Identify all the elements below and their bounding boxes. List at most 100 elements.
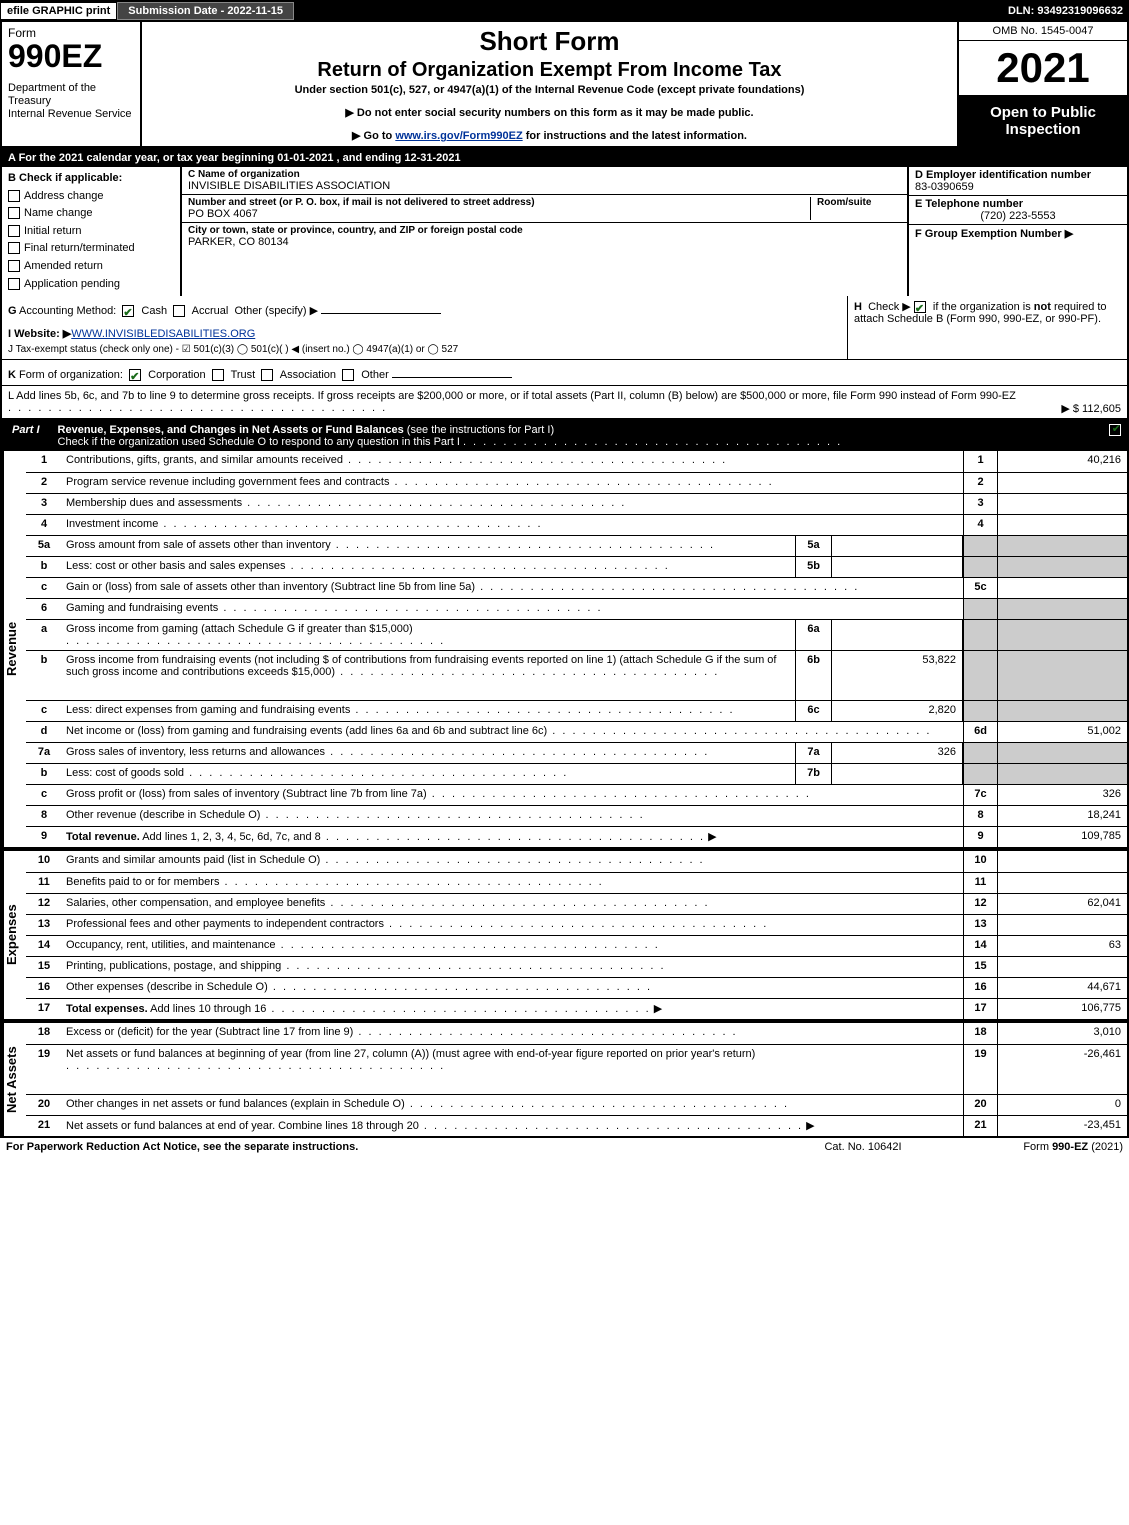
l-gross-receipts: L Add lines 5b, 6c, and 7b to line 9 to … bbox=[0, 385, 1129, 421]
chk-application-pending[interactable] bbox=[8, 278, 20, 290]
website-link[interactable]: WWW.INVISIBLEDISABILITIES.ORG bbox=[71, 328, 255, 340]
line-number: 10 bbox=[26, 851, 62, 872]
line-desc: Gross amount from sale of assets other t… bbox=[62, 536, 795, 556]
chk-corporation[interactable] bbox=[129, 369, 141, 381]
dots bbox=[384, 918, 768, 930]
c-addr-label: Number and street (or P. O. box, if mail… bbox=[188, 197, 810, 208]
part-i-title-rest: (see the instructions for Part I) bbox=[404, 424, 554, 436]
inner-box-label: 7b bbox=[795, 764, 831, 784]
right-val: 40,216 bbox=[997, 451, 1127, 472]
right-val bbox=[997, 851, 1127, 872]
header-left: Form 990EZ Department of the Treasury In… bbox=[2, 22, 142, 146]
f-label: F Group Exemption Number ▶ bbox=[915, 228, 1073, 240]
grey-num bbox=[963, 651, 997, 700]
chk-address-change[interactable] bbox=[8, 190, 20, 202]
dots bbox=[260, 809, 644, 821]
line-desc: Grants and similar amounts paid (list in… bbox=[62, 851, 963, 872]
l-text: L Add lines 5b, 6c, and 7b to line 9 to … bbox=[8, 390, 1016, 402]
dots bbox=[321, 831, 705, 843]
right-num: 16 bbox=[963, 978, 997, 998]
line-number: c bbox=[26, 785, 62, 805]
line-5a: 5aGross amount from sale of assets other… bbox=[26, 535, 1127, 556]
line-desc: Gross income from fundraising events (no… bbox=[62, 651, 795, 700]
chk-name-change[interactable] bbox=[8, 207, 20, 219]
other-org-input[interactable] bbox=[392, 364, 512, 378]
opt-address-change: Address change bbox=[24, 190, 104, 202]
line-desc: Excess or (deficit) for the year (Subtra… bbox=[62, 1023, 963, 1044]
line-1: 1Contributions, gifts, grants, and simil… bbox=[26, 451, 1127, 472]
chk-schedule-o[interactable] bbox=[1109, 424, 1121, 436]
line-9: 9Total revenue. Add lines 1, 2, 3, 4, 5c… bbox=[26, 826, 1127, 847]
header-center: Short Form Return of Organization Exempt… bbox=[142, 22, 957, 146]
dots bbox=[547, 725, 931, 737]
other-specify-input[interactable] bbox=[321, 300, 441, 314]
line-c: cGross profit or (loss) from sales of in… bbox=[26, 784, 1127, 805]
line-number: c bbox=[26, 578, 62, 598]
line-desc: Other revenue (describe in Schedule O) bbox=[62, 806, 963, 826]
line-desc: Total revenue. Add lines 1, 2, 3, 4, 5c,… bbox=[62, 827, 963, 847]
right-val bbox=[997, 494, 1127, 514]
d-label: D Employer identification number bbox=[915, 169, 1091, 181]
line-17: 17Total expenses. Add lines 10 through 1… bbox=[26, 998, 1127, 1019]
right-val bbox=[997, 578, 1127, 598]
chk-cash[interactable] bbox=[122, 305, 134, 317]
chk-schedule-b[interactable] bbox=[914, 301, 926, 313]
right-val bbox=[997, 515, 1127, 535]
part-i-dots bbox=[463, 436, 842, 448]
footer-formno: Form 990-EZ (2021) bbox=[943, 1141, 1123, 1153]
chk-accrual[interactable] bbox=[173, 305, 185, 317]
efile-print-btn[interactable]: efile GRAPHIC print bbox=[0, 2, 117, 20]
chk-initial-return[interactable] bbox=[8, 225, 20, 237]
inner-box-value bbox=[831, 620, 963, 650]
dots bbox=[281, 960, 665, 972]
right-val: -26,461 bbox=[997, 1045, 1127, 1094]
irs-link[interactable]: www.irs.gov/Form990EZ bbox=[395, 130, 522, 142]
line-2: 2Program service revenue including gover… bbox=[26, 472, 1127, 493]
line-20: 20Other changes in net assets or fund ba… bbox=[26, 1094, 1127, 1115]
chk-other[interactable] bbox=[342, 369, 354, 381]
grey-num bbox=[963, 764, 997, 784]
grey-val bbox=[997, 536, 1127, 556]
open-inspection: Open to Public Inspection bbox=[959, 96, 1127, 146]
g-h-row: G Accounting Method: Cash Accrual Other … bbox=[0, 296, 1129, 359]
line-desc: Printing, publications, postage, and shi… bbox=[62, 957, 963, 977]
grey-num bbox=[963, 743, 997, 763]
line-number: 14 bbox=[26, 936, 62, 956]
line-desc: Gain or (loss) from sale of assets other… bbox=[62, 578, 963, 598]
section-revenue: Revenue1Contributions, gifts, grants, an… bbox=[0, 451, 1129, 849]
chk-trust[interactable] bbox=[212, 369, 224, 381]
inner-box-value: 326 bbox=[831, 743, 963, 763]
right-val bbox=[997, 915, 1127, 935]
line-number: 11 bbox=[26, 873, 62, 893]
line-desc: Other expenses (describe in Schedule O) bbox=[62, 978, 963, 998]
line-desc: Gaming and fundraising events bbox=[62, 599, 963, 619]
inner-box-label: 6b bbox=[795, 651, 831, 700]
arrow-icon: ▶ bbox=[803, 1120, 815, 1132]
section-body: 18Excess or (deficit) for the year (Subt… bbox=[26, 1023, 1127, 1136]
top-bar: efile GRAPHIC print Submission Date - 20… bbox=[0, 0, 1129, 22]
inner-box-value: 2,820 bbox=[831, 701, 963, 721]
g-accounting: G Accounting Method: Cash Accrual Other … bbox=[8, 300, 841, 317]
line-number: 18 bbox=[26, 1023, 62, 1044]
c-label: C Name of organization bbox=[188, 169, 901, 180]
line-number: b bbox=[26, 764, 62, 784]
line-desc: Gross income from gaming (attach Schedul… bbox=[62, 620, 795, 650]
opt-amended-return: Amended return bbox=[24, 260, 103, 272]
instr-pre: ▶ Go to bbox=[352, 130, 395, 142]
opt-initial-return: Initial return bbox=[24, 225, 81, 237]
chk-final-return[interactable] bbox=[8, 242, 20, 254]
chk-amended-return[interactable] bbox=[8, 260, 20, 272]
line-18: 18Excess or (deficit) for the year (Subt… bbox=[26, 1023, 1127, 1044]
right-val: -23,451 bbox=[997, 1116, 1127, 1136]
line-b: bLess: cost or other basis and sales exp… bbox=[26, 556, 1127, 577]
line-21: 21Net assets or fund balances at end of … bbox=[26, 1115, 1127, 1136]
tax-year: 2021 bbox=[959, 41, 1127, 96]
line-number: 19 bbox=[26, 1045, 62, 1094]
line-number: 2 bbox=[26, 473, 62, 493]
grey-num bbox=[963, 536, 997, 556]
chk-association[interactable] bbox=[261, 369, 273, 381]
dots bbox=[268, 981, 652, 993]
part-i-tag: Part I bbox=[2, 421, 50, 451]
line-4: 4Investment income4 bbox=[26, 514, 1127, 535]
c-org-name: INVISIBLE DISABILITIES ASSOCIATION bbox=[188, 180, 901, 192]
